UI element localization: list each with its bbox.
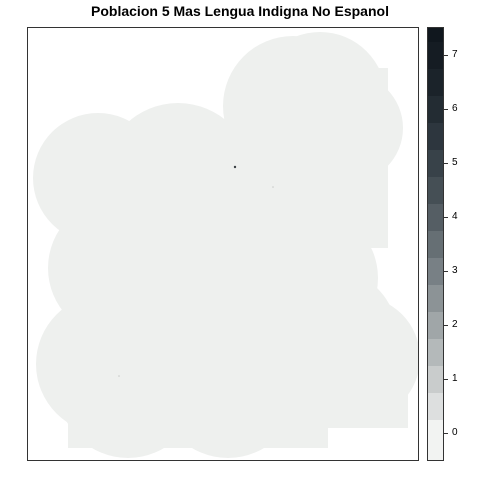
legend-band [428, 420, 443, 447]
legend-tick-mark [444, 109, 448, 110]
legend-band [428, 69, 443, 96]
legend-band [428, 447, 443, 461]
legend-band [428, 285, 443, 312]
point-light-1 [272, 186, 274, 188]
legend-band [428, 123, 443, 150]
point-dark [234, 166, 236, 168]
legend-tick-label: 6 [452, 104, 458, 114]
legend-colorbar [427, 27, 444, 461]
study-area-shape [33, 32, 418, 458]
legend-tick-label: 5 [452, 158, 458, 168]
legend-tick-mark [444, 379, 448, 380]
legend-tick-mark [444, 217, 448, 218]
map-svg [28, 28, 418, 460]
legend-band [428, 96, 443, 123]
point-light-2 [118, 375, 120, 377]
legend-tick-label: 3 [452, 266, 458, 276]
legend-tick-label: 1 [452, 374, 458, 384]
legend-band [428, 204, 443, 231]
legend-tick-mark [444, 325, 448, 326]
legend-band [428, 312, 443, 339]
legend-band [428, 393, 443, 420]
legend-band [428, 42, 443, 69]
legend-tick-label: 4 [452, 212, 458, 222]
legend-band [428, 258, 443, 285]
legend-tick-mark [444, 271, 448, 272]
legend-band [428, 366, 443, 393]
legend-band [428, 150, 443, 177]
chart-title: Poblacion 5 Mas Lengua Indigna No Espano… [0, 3, 480, 19]
legend-tick-label: 7 [452, 50, 458, 60]
legend-tick-mark [444, 163, 448, 164]
legend-tick-label: 2 [452, 320, 458, 330]
legend-tick-mark [444, 433, 448, 434]
legend-band [428, 339, 443, 366]
legend-band [428, 231, 443, 258]
legend-tick-label: 0 [452, 428, 458, 438]
legend-band [428, 28, 443, 42]
map-panel [27, 27, 419, 461]
legend-band [428, 177, 443, 204]
legend-tick-mark [444, 55, 448, 56]
